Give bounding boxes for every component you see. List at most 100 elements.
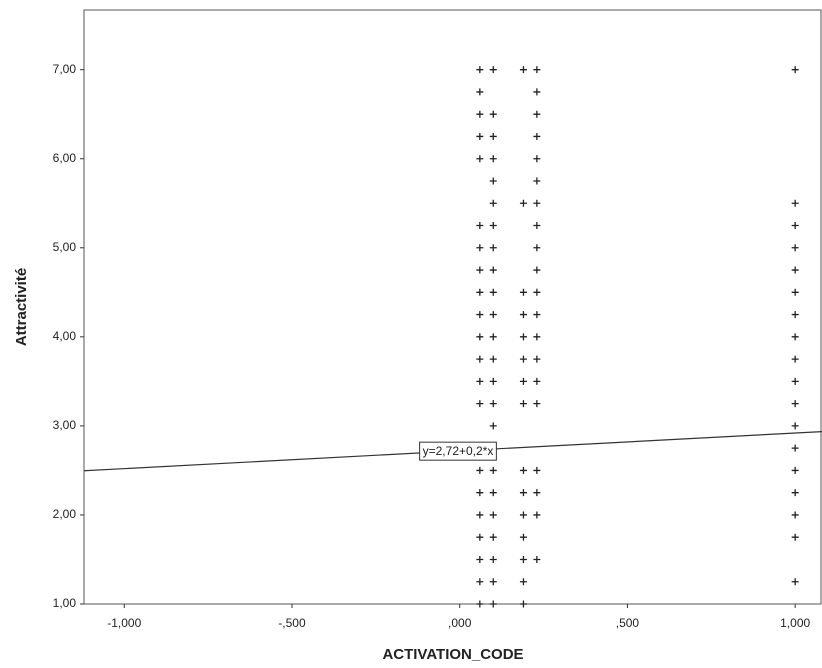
point bbox=[533, 132, 541, 140]
point bbox=[489, 489, 497, 497]
point bbox=[791, 533, 799, 541]
point bbox=[489, 600, 497, 608]
point bbox=[489, 222, 497, 230]
y-tick-label: 6,00 bbox=[53, 151, 77, 165]
point bbox=[489, 132, 497, 140]
point bbox=[791, 244, 799, 252]
point bbox=[533, 466, 541, 474]
point bbox=[533, 266, 541, 274]
point bbox=[476, 400, 484, 408]
point bbox=[476, 244, 484, 252]
fit-label: y=2,72+0,2*x bbox=[423, 444, 494, 458]
x-axis-title: ACTIVATION_CODE bbox=[382, 646, 523, 663]
point bbox=[476, 66, 484, 74]
point bbox=[533, 88, 541, 96]
point bbox=[791, 444, 799, 452]
point bbox=[791, 400, 799, 408]
point bbox=[519, 466, 527, 474]
point bbox=[791, 355, 799, 363]
point bbox=[791, 377, 799, 385]
point bbox=[791, 222, 799, 230]
x-tick-label: ,000 bbox=[448, 616, 472, 630]
point bbox=[489, 578, 497, 586]
point bbox=[476, 377, 484, 385]
plot-frame bbox=[83, 9, 822, 605]
point bbox=[519, 355, 527, 363]
y-tick-label: 4,00 bbox=[53, 329, 77, 343]
point bbox=[476, 88, 484, 96]
point bbox=[489, 355, 497, 363]
point bbox=[476, 288, 484, 296]
y-axis-title: Attractivité bbox=[13, 268, 30, 346]
point bbox=[476, 266, 484, 274]
point bbox=[519, 66, 527, 74]
point bbox=[519, 199, 527, 207]
point bbox=[489, 311, 497, 319]
point bbox=[791, 333, 799, 341]
point bbox=[476, 511, 484, 519]
point bbox=[533, 333, 541, 341]
point bbox=[476, 533, 484, 541]
y-tick-label: 1,00 bbox=[53, 596, 77, 610]
point bbox=[489, 110, 497, 118]
point bbox=[476, 466, 484, 474]
point bbox=[533, 355, 541, 363]
point bbox=[533, 400, 541, 408]
point bbox=[533, 222, 541, 230]
point bbox=[476, 222, 484, 230]
point bbox=[533, 110, 541, 118]
point bbox=[489, 400, 497, 408]
point bbox=[533, 244, 541, 252]
point bbox=[519, 578, 527, 586]
point bbox=[791, 466, 799, 474]
point bbox=[519, 377, 527, 385]
x-tick-label: ,500 bbox=[616, 616, 640, 630]
point bbox=[476, 578, 484, 586]
point bbox=[791, 511, 799, 519]
fit-label-box bbox=[419, 441, 497, 461]
y-tick-label: 7,00 bbox=[53, 62, 77, 76]
point bbox=[519, 288, 527, 296]
point bbox=[791, 578, 799, 586]
point bbox=[489, 288, 497, 296]
point bbox=[489, 66, 497, 74]
point bbox=[533, 489, 541, 497]
point bbox=[791, 311, 799, 319]
point bbox=[489, 155, 497, 163]
point bbox=[519, 533, 527, 541]
x-tick-label: 1,000 bbox=[780, 616, 810, 630]
point bbox=[489, 333, 497, 341]
x-tick-label: -,500 bbox=[278, 616, 306, 630]
point bbox=[476, 110, 484, 118]
point bbox=[519, 333, 527, 341]
point bbox=[791, 66, 799, 74]
point bbox=[476, 155, 484, 163]
point bbox=[533, 511, 541, 519]
point bbox=[519, 311, 527, 319]
point bbox=[489, 177, 497, 185]
point bbox=[533, 288, 541, 296]
point bbox=[489, 244, 497, 252]
point bbox=[791, 288, 799, 296]
point bbox=[791, 266, 799, 274]
point bbox=[476, 355, 484, 363]
point bbox=[533, 66, 541, 74]
point bbox=[476, 333, 484, 341]
point bbox=[533, 555, 541, 563]
y-tick-label: 5,00 bbox=[53, 240, 77, 254]
point bbox=[489, 199, 497, 207]
point bbox=[476, 311, 484, 319]
point bbox=[489, 377, 497, 385]
point bbox=[533, 155, 541, 163]
point bbox=[489, 511, 497, 519]
point bbox=[791, 489, 799, 497]
point bbox=[519, 600, 527, 608]
point bbox=[533, 199, 541, 207]
point bbox=[476, 600, 484, 608]
point bbox=[519, 511, 527, 519]
point bbox=[476, 489, 484, 497]
point bbox=[489, 533, 497, 541]
y-tick-label: 3,00 bbox=[53, 418, 77, 432]
